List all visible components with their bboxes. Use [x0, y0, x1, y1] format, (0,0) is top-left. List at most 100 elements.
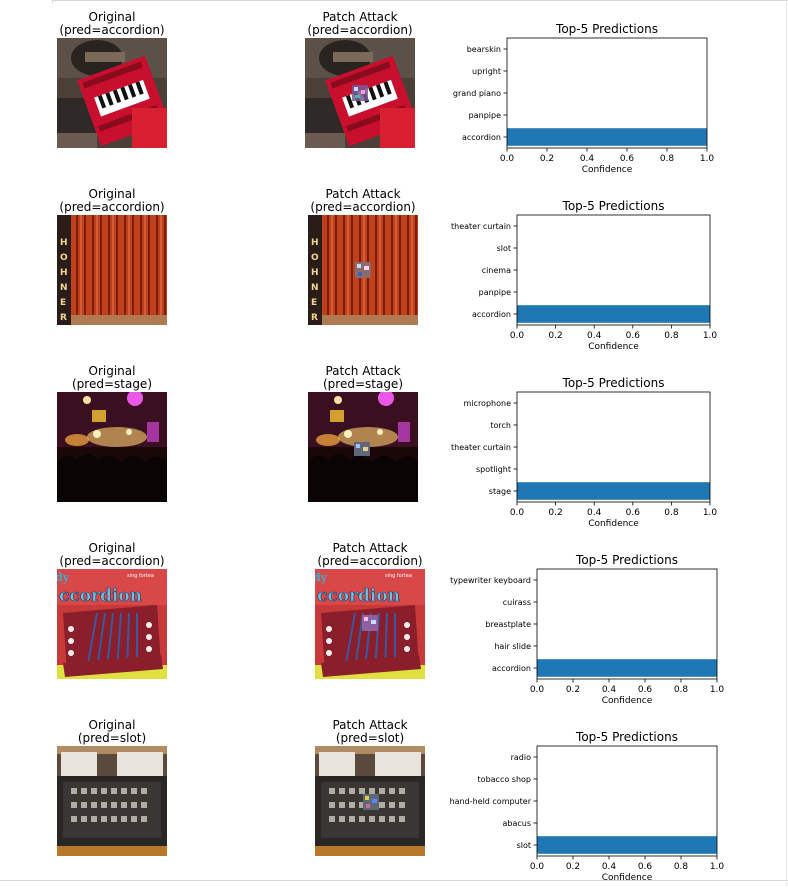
y-tick-label: grand piano [453, 89, 501, 98]
y-tick-label: hair slide [494, 642, 531, 651]
original-title-2: Original (pred=accordion) [57, 188, 167, 214]
y-tick-label: accordion [472, 310, 511, 319]
y-tick-label: theater curtain [451, 222, 511, 231]
attack-title-1: Patch Attack (pred=accordion) [305, 11, 415, 37]
svg-text:H: H [60, 238, 68, 248]
original-title-5: Original (pred=slot) [57, 719, 167, 745]
x-tick-label: 0.0 [530, 862, 545, 872]
svg-text:H: H [311, 238, 319, 248]
original-pred: (pred=accordion) [59, 23, 165, 37]
x-tick-label: 1.0 [700, 154, 715, 164]
y-tick-label: radio [511, 753, 531, 762]
original-image-5 [57, 746, 167, 856]
y-tick-label: spotlight [476, 465, 511, 474]
scrollbar-track[interactable] [786, 0, 787, 886]
accordion-player-image [57, 38, 167, 148]
svg-text:H: H [60, 268, 68, 278]
x-axis-label: Confidence [588, 342, 639, 352]
x-tick-label: 0.0 [510, 508, 525, 518]
axes-frame [536, 745, 718, 857]
x-tick-label: 0.4 [587, 331, 602, 341]
top5-chart-4: Top-5 Predictions accordion hair slide brea… [450, 553, 725, 706]
y-tick-label: tobacco shop [478, 775, 531, 784]
bar-accordion [507, 128, 707, 146]
original-label: Original [88, 541, 136, 555]
accordion-poster-image: dy ccordion sing fortea [57, 569, 167, 679]
y-tick-label: cinema [482, 266, 511, 275]
concert-stage-patched-image [308, 392, 418, 502]
attack-pred: (pred=accordion) [307, 23, 413, 37]
y-tick-label: microphone [464, 399, 512, 408]
x-tick-label: 0.4 [587, 508, 602, 518]
x-tick-label: 0.0 [510, 331, 525, 341]
hohner-bellows-patched-image: HOH NER [308, 215, 418, 325]
adversarial-patch [362, 615, 378, 631]
original-image-3 [57, 392, 167, 502]
x-tick-label: 0.8 [660, 154, 675, 164]
svg-text:dy: dy [315, 571, 328, 584]
x-axis-label: Confidence [582, 165, 633, 175]
original-label: Original [88, 10, 136, 24]
x-tick-label: 0.0 [530, 685, 545, 695]
attack-pred: (pred=stage) [322, 377, 403, 391]
chart-title: Top-5 Predictions [562, 376, 665, 390]
x-tick-label: 1.0 [710, 685, 725, 695]
x-tick-label: 0.0 [500, 154, 515, 164]
x-tick-label: 0.6 [638, 862, 653, 872]
axes-frame [536, 568, 718, 680]
original-title-3: Original (pred=stage) [57, 365, 167, 391]
original-pred: (pred=stage) [71, 377, 152, 391]
bar-slot [537, 836, 717, 854]
attack-image-3 [308, 392, 418, 502]
hohner-bellows-image: HOH NER [57, 215, 167, 325]
y-tick-label: bearskin [467, 45, 501, 54]
svg-text:H: H [311, 268, 319, 278]
original-label: Original [88, 187, 136, 201]
top5-chart-2: Top-5 Predictions accordion panpipe cinema s… [451, 199, 718, 352]
accordion-poster-patched-image: dy ccordion sing fortea [315, 569, 425, 679]
x-tick-label: 1.0 [710, 862, 725, 872]
x-tick-label: 0.8 [664, 508, 679, 518]
svg-text:E: E [311, 298, 317, 308]
x-tick-label: 0.8 [664, 331, 679, 341]
x-tick-label: 0.4 [602, 685, 617, 695]
adversarial-patch [363, 794, 379, 810]
svg-text:N: N [60, 283, 68, 293]
x-tick-label: 0.8 [674, 862, 689, 872]
x-axis-label: Confidence [602, 696, 653, 706]
original-pred: (pred=slot) [77, 731, 147, 745]
x-tick-label: 0.4 [580, 154, 595, 164]
attack-pred: (pred=slot) [335, 731, 405, 745]
attack-image-1 [305, 38, 415, 148]
svg-text:E: E [60, 298, 66, 308]
accordion-player-patched-image [305, 38, 415, 148]
adversarial-patch [352, 85, 368, 101]
chart-title: Top-5 Predictions [555, 22, 658, 36]
x-tick-label: 0.2 [540, 154, 554, 164]
attack-title-2: Patch Attack (pred=accordion) [308, 188, 418, 214]
y-tick-label: breastplate [485, 620, 531, 629]
y-tick-label: panpipe [469, 111, 501, 120]
top5-chart-5: Top-5 Predictions slot abacus hand-held com… [450, 730, 725, 883]
attack-label: Patch Attack [332, 541, 408, 555]
y-tick-label: hand-held computer [450, 797, 532, 806]
cell-top-border [52, 0, 788, 3]
y-tick-label: torch [490, 421, 511, 430]
x-tick-label: 0.6 [638, 685, 653, 695]
original-pred: (pred=accordion) [59, 200, 165, 214]
svg-text:dy: dy [57, 571, 70, 584]
svg-text:ccordion: ccordion [59, 586, 142, 606]
svg-text:R: R [311, 313, 318, 323]
original-label: Original [88, 364, 136, 378]
y-tick-label: abacus [502, 819, 531, 828]
x-tick-label: 1.0 [703, 508, 718, 518]
attack-title-5: Patch Attack (pred=slot) [315, 719, 425, 745]
x-tick-label: 0.4 [602, 862, 617, 872]
x-tick-label: 1.0 [703, 331, 718, 341]
x-tick-label: 0.2 [566, 685, 580, 695]
original-pred: (pred=accordion) [59, 554, 165, 568]
axes-frame [506, 37, 708, 149]
x-tick-label: 0.6 [626, 331, 641, 341]
cell-bottom-border [0, 880, 788, 881]
